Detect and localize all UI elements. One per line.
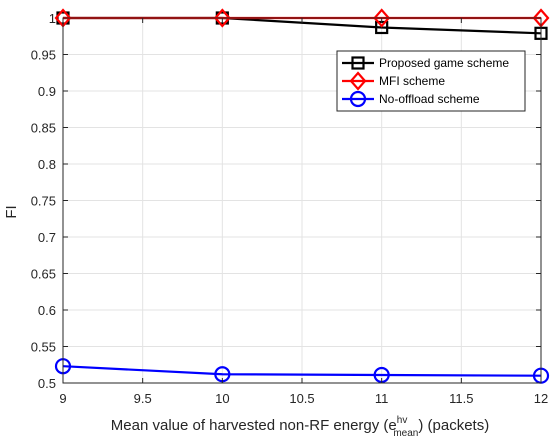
x-tick-label: 10.5	[289, 391, 314, 406]
legend-entry: MFI scheme	[342, 71, 445, 91]
y-tick-label: 0.55	[31, 340, 56, 355]
legend-entry: No-offload scheme	[342, 90, 480, 108]
data-point-diamond	[373, 8, 391, 28]
y-tick-label: 0.8	[38, 157, 56, 172]
y-tick-label: 0.75	[31, 194, 56, 209]
x-tick-label: 11.5	[449, 391, 473, 406]
y-tick-label: 0.5	[38, 376, 56, 391]
x-tick-label: 9	[59, 391, 66, 406]
series-line	[62, 365, 542, 377]
y-tick-label: 0.85	[31, 121, 56, 136]
x-tick-label: 10	[215, 391, 229, 406]
data-point-diamond	[213, 8, 231, 28]
legend-entry: Proposed game scheme	[342, 56, 509, 70]
x-axis-label-suffix: ) (packets)	[418, 417, 489, 434]
x-axis-label-sub: mean	[393, 428, 418, 439]
x-axis-label-prefix: Mean value of harvested non-RF energy (e	[111, 417, 397, 434]
legend-marker-square	[351, 56, 365, 70]
x-tick-label: 11	[375, 391, 389, 406]
y-tick-label: 0.9	[38, 84, 56, 99]
x-tick-label: 12	[534, 391, 548, 406]
legend-marker-diamond	[349, 71, 367, 91]
y-tick-label: 1	[49, 11, 56, 26]
y-tick-label: 0.6	[38, 303, 56, 318]
y-tick-label: 0.7	[38, 230, 56, 245]
legend-marker-circle	[349, 90, 367, 108]
legend-label: MFI scheme	[379, 74, 445, 88]
x-tick-label: 9.5	[134, 391, 152, 406]
y-tick-label: 0.65	[31, 267, 56, 282]
x-axis-label: Mean value of harvested non-RF energy (e…	[111, 415, 489, 439]
x-axis-label-sup: hv	[397, 415, 408, 426]
legend: Proposed game scheme MFI scheme No-offload…	[336, 50, 526, 112]
y-tick-label: 0.95	[31, 48, 56, 63]
legend-label: Proposed game scheme	[379, 56, 509, 70]
ticks: 9 9.5 10 10.5 11 11.5 12 0.5 0.55 0.6 0.65 0.7 0.75 0…	[31, 11, 549, 406]
y-axis-label: FI	[3, 205, 20, 218]
legend-label: No-offload scheme	[379, 92, 480, 106]
